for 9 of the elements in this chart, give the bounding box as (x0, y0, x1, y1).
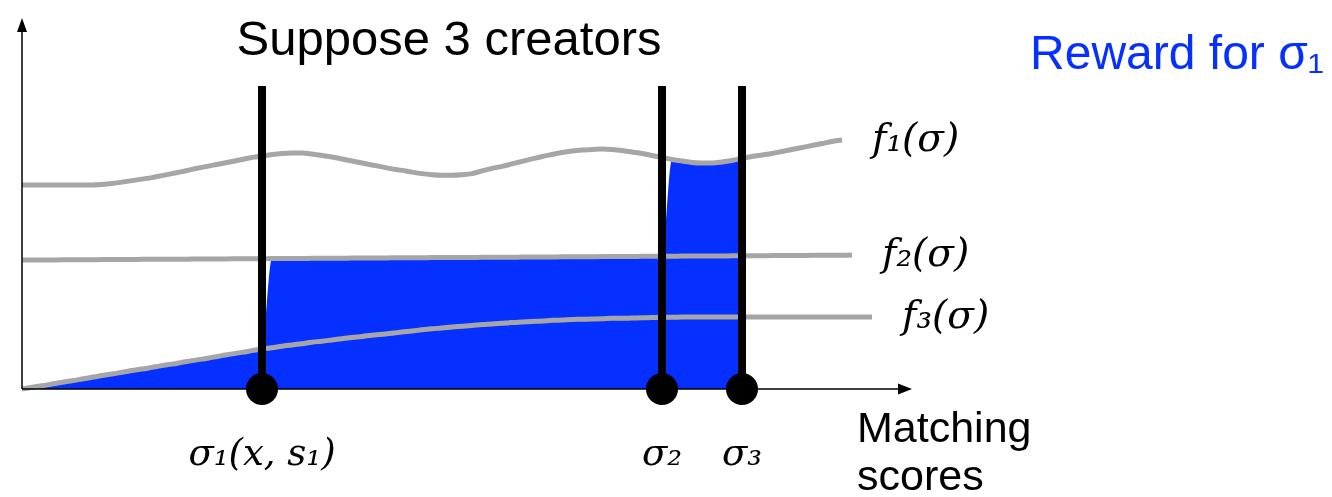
text: Reward for σ₁ (1030, 26, 1324, 79)
x-tick-label: σ₁(x, s₁) (188, 431, 336, 474)
x-tick-label: σ₃ (721, 431, 763, 474)
chart-title: Suppose 3 creators (235, 11, 663, 65)
series-label: f₃(σ) (899, 291, 990, 337)
series-label: f₁(σ) (869, 114, 960, 160)
series-label: f₂(σ) (879, 229, 970, 275)
x-axis-title: Matching scores (857, 403, 1033, 497)
x-tick-label: σ₂ (641, 431, 683, 474)
